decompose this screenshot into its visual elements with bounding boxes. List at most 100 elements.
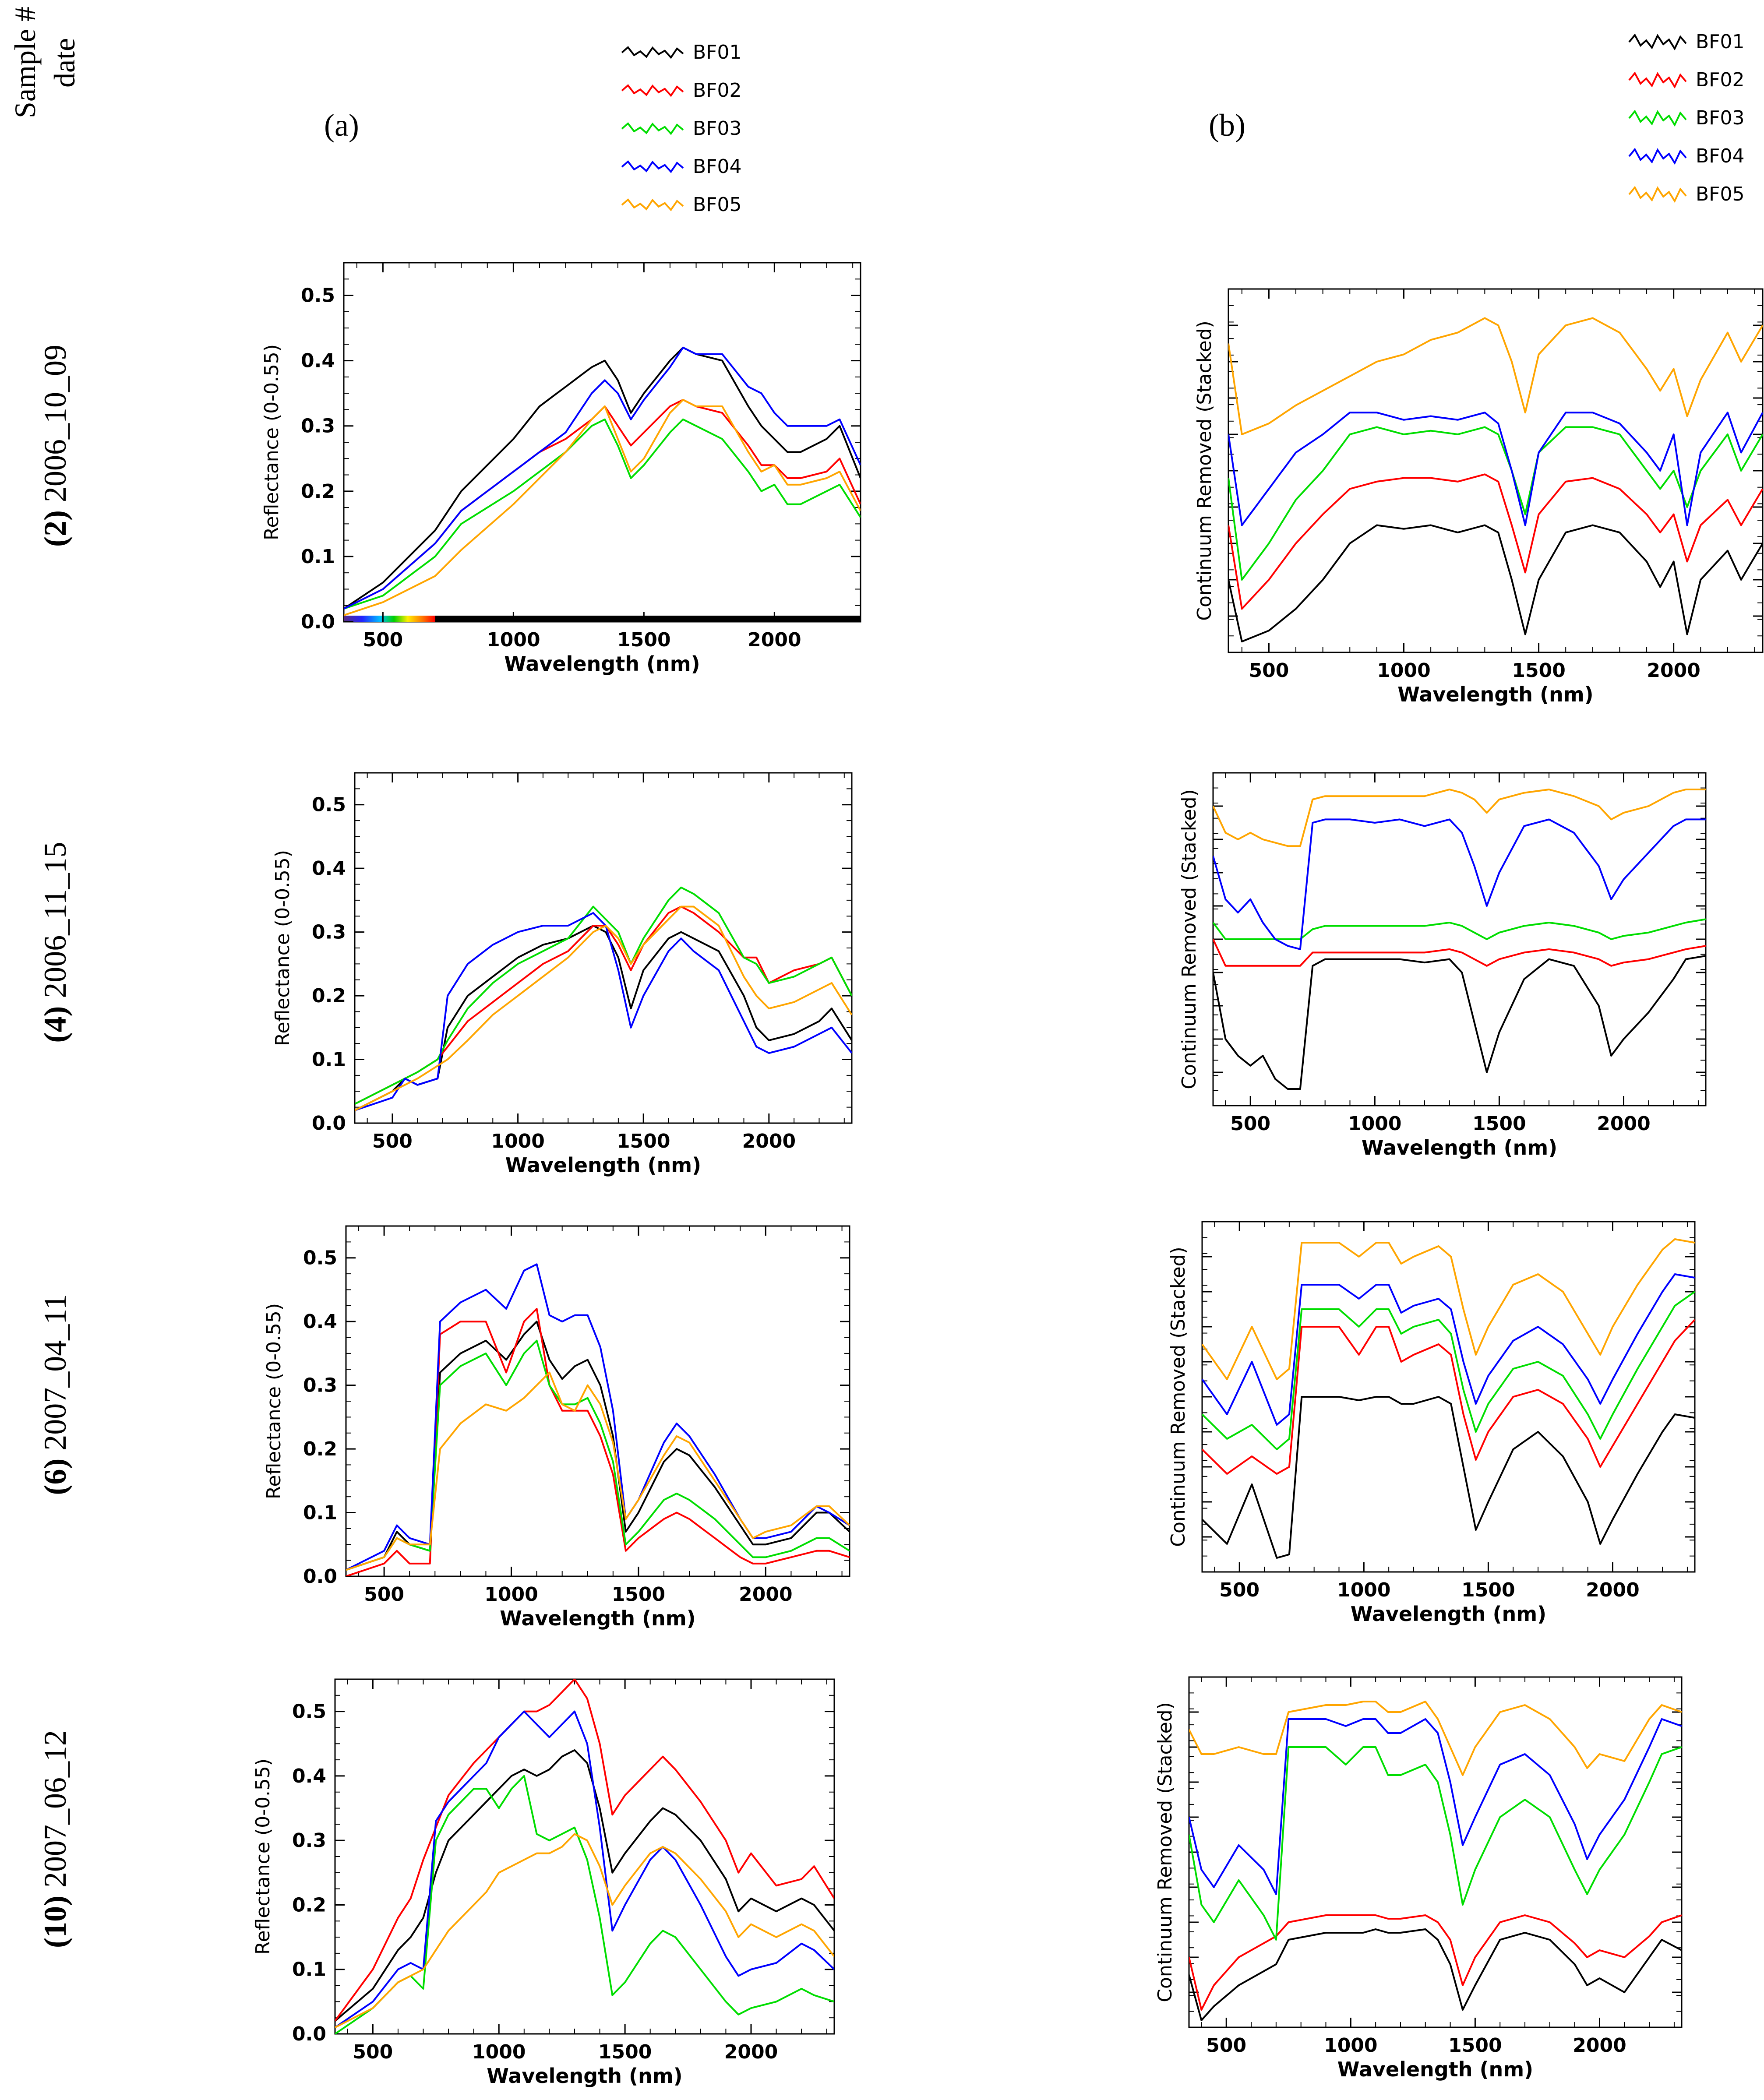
visible-spectrum-bar bbox=[344, 616, 435, 622]
legend-item-bf01: BF01 bbox=[621, 41, 741, 63]
y-tick-label: 0.2 bbox=[312, 985, 346, 1007]
row-sample-number: (10) bbox=[38, 1896, 73, 1948]
chart-b-row3: 500 1000 1500 2000 Wavelength (nm) Continuum … bbox=[1154, 1676, 1683, 2081]
series-lines bbox=[346, 1263, 850, 1576]
legend-label-bf01: BF01 bbox=[693, 41, 741, 63]
x-tick-label: 500 bbox=[363, 629, 403, 651]
series-line-bf04 bbox=[346, 1263, 850, 1571]
series-line-bf01 bbox=[1189, 1928, 1682, 2021]
series-line-bf05 bbox=[355, 906, 852, 1111]
series-line-bf05 bbox=[1189, 1701, 1682, 1776]
row-sample-number: (2) bbox=[38, 510, 73, 547]
series-line-bf01 bbox=[1213, 955, 1706, 1090]
series-line-bf03 bbox=[346, 1339, 850, 1571]
legend-label-bf03: BF03 bbox=[1696, 107, 1744, 129]
row-labels: (2) 2006_10_09 (4) 2006_11_15 (6) 2007_04_… bbox=[38, 345, 73, 1948]
plot-area bbox=[343, 262, 861, 623]
x-tick-label: 2000 bbox=[724, 2041, 778, 2063]
x-tick-label: 2000 bbox=[748, 629, 801, 651]
x-tick-label: 1500 bbox=[612, 1583, 665, 1606]
series-line-bf04 bbox=[344, 346, 861, 610]
x-tick-label: 1000 bbox=[491, 1130, 544, 1152]
series-line-bf04 bbox=[1213, 818, 1706, 950]
y-tick-label: 0.1 bbox=[292, 1959, 326, 1981]
x-axis-label: Wavelength (nm) bbox=[1362, 1136, 1557, 1159]
legend-swatch-bf01 bbox=[621, 46, 684, 59]
series-line-bf04 bbox=[1228, 412, 1763, 526]
plot-area bbox=[1201, 1221, 1696, 1573]
x-axis-label: Wavelength (nm) bbox=[504, 652, 700, 676]
series-lines bbox=[1202, 1238, 1695, 1559]
y-axis-label: Continuum Removed (Stacked) bbox=[1167, 1247, 1189, 1547]
plot-area bbox=[354, 772, 853, 1124]
series-line-bf04 bbox=[335, 1710, 834, 2028]
y-axis-label: Reflectance (0-0.55) bbox=[263, 1303, 285, 1499]
x-tick-label: 1000 bbox=[1324, 2034, 1377, 2057]
legend-a: BF01 BF02 BF03 BF04 BF05 bbox=[621, 41, 741, 216]
row-sample-number: (6) bbox=[38, 1459, 73, 1495]
y-tick-label: 0.3 bbox=[292, 1829, 326, 1852]
series-line-bf05 bbox=[1202, 1238, 1695, 1380]
series-line-bf02 bbox=[1189, 1914, 1682, 2011]
y-tick-label: 0.5 bbox=[303, 1247, 337, 1269]
legend-item-bf02: BF02 bbox=[621, 79, 741, 102]
row-date: 2007_06_12 bbox=[38, 1730, 73, 1896]
series-line-bf03 bbox=[1213, 918, 1706, 940]
x-axis-label: Wavelength (nm) bbox=[1351, 1602, 1546, 1626]
x-tick-label: 1500 bbox=[617, 1130, 670, 1152]
legend-item-bf02: BF02 bbox=[1628, 69, 1744, 91]
y-tick-label: 0.2 bbox=[301, 480, 335, 503]
x-tick-label: 2000 bbox=[739, 1583, 792, 1606]
x-tick-label: 500 bbox=[372, 1130, 413, 1152]
x-tick-label: 500 bbox=[1249, 659, 1289, 682]
y-axis-label: Continuum Removed (Stacked) bbox=[1154, 1702, 1176, 2002]
series-line-bf05 bbox=[346, 1371, 850, 1571]
y-tick-label: 0.4 bbox=[312, 857, 346, 880]
row-label-1: (4) 2006_11_15 bbox=[38, 842, 73, 1043]
y-tick-label: 0.4 bbox=[303, 1311, 337, 1333]
series-line-bf04 bbox=[355, 912, 852, 1111]
y-axis-label: Continuum Removed (Stacked) bbox=[1193, 321, 1216, 621]
y-tick-label: 0.5 bbox=[292, 1701, 326, 1723]
legend-swatch-bf04 bbox=[1628, 148, 1687, 165]
x-tick-label: 2000 bbox=[1573, 2034, 1626, 2057]
legend-item-bf05: BF05 bbox=[621, 194, 741, 216]
legend-b: BF01 BF02 BF03 BF04 BF05 bbox=[1628, 31, 1744, 205]
series-line-bf04 bbox=[1189, 1718, 1682, 1895]
plot-area bbox=[334, 1678, 835, 2035]
charts: 500 1000 1500 2000 0.0 0.1 0.2 0.3 0.4 0.5 Wavelen… bbox=[252, 262, 1764, 2088]
series-lines bbox=[1213, 789, 1706, 1090]
series-line-bf01 bbox=[1202, 1396, 1695, 1559]
legend-swatch-bf03 bbox=[621, 122, 684, 135]
y-tick-label: 0.2 bbox=[303, 1438, 337, 1460]
legend-swatch-bf03 bbox=[1628, 109, 1687, 127]
x-tick-label: 1500 bbox=[1512, 659, 1565, 682]
y-tick-label: 0.0 bbox=[301, 611, 335, 633]
x-tick-label: 500 bbox=[364, 1583, 404, 1606]
chart-a-row0: 500 1000 1500 2000 0.0 0.1 0.2 0.3 0.4 0.5 Wavelen… bbox=[261, 262, 861, 676]
series-line-bf03 bbox=[1202, 1291, 1695, 1450]
x-tick-label: 1000 bbox=[1348, 1113, 1401, 1135]
chart-a-row3: 500 1000 1500 2000 0.0 0.1 0.2 0.3 0.4 0.5 Wavelen… bbox=[252, 1678, 835, 2088]
row-header-line2: date bbox=[48, 38, 81, 88]
row-label-3: (10) 2007_06_12 bbox=[38, 1730, 73, 1948]
legend-label-bf03: BF03 bbox=[693, 117, 741, 140]
x-tick-label: 2000 bbox=[1586, 1579, 1639, 1601]
legend-label-bf02: BF02 bbox=[1696, 69, 1744, 91]
legend-label-bf05: BF05 bbox=[693, 194, 741, 216]
legend-item-bf03: BF03 bbox=[621, 117, 741, 140]
x-tick-label: 1000 bbox=[484, 1583, 538, 1606]
x-axis-label: Wavelength (nm) bbox=[1337, 2058, 1533, 2081]
series-lines bbox=[1189, 1701, 1682, 2021]
row-label-2: (6) 2007_04_11 bbox=[38, 1294, 73, 1495]
minor-ticks bbox=[355, 773, 852, 1123]
x-axis-label: Wavelength (nm) bbox=[505, 1153, 701, 1177]
chart-a-row2: 500 1000 1500 2000 0.0 0.1 0.2 0.3 0.4 0.5 Wavelen… bbox=[263, 1225, 850, 1630]
legend-swatch-bf05 bbox=[1628, 186, 1687, 203]
legend-label-bf04: BF04 bbox=[1696, 145, 1744, 167]
panel-a-label: (a) bbox=[324, 108, 359, 143]
x-tick-label: 1500 bbox=[1472, 1113, 1526, 1135]
series-line-bf02 bbox=[1202, 1319, 1695, 1475]
legend-swatch-bf01 bbox=[1628, 33, 1687, 51]
